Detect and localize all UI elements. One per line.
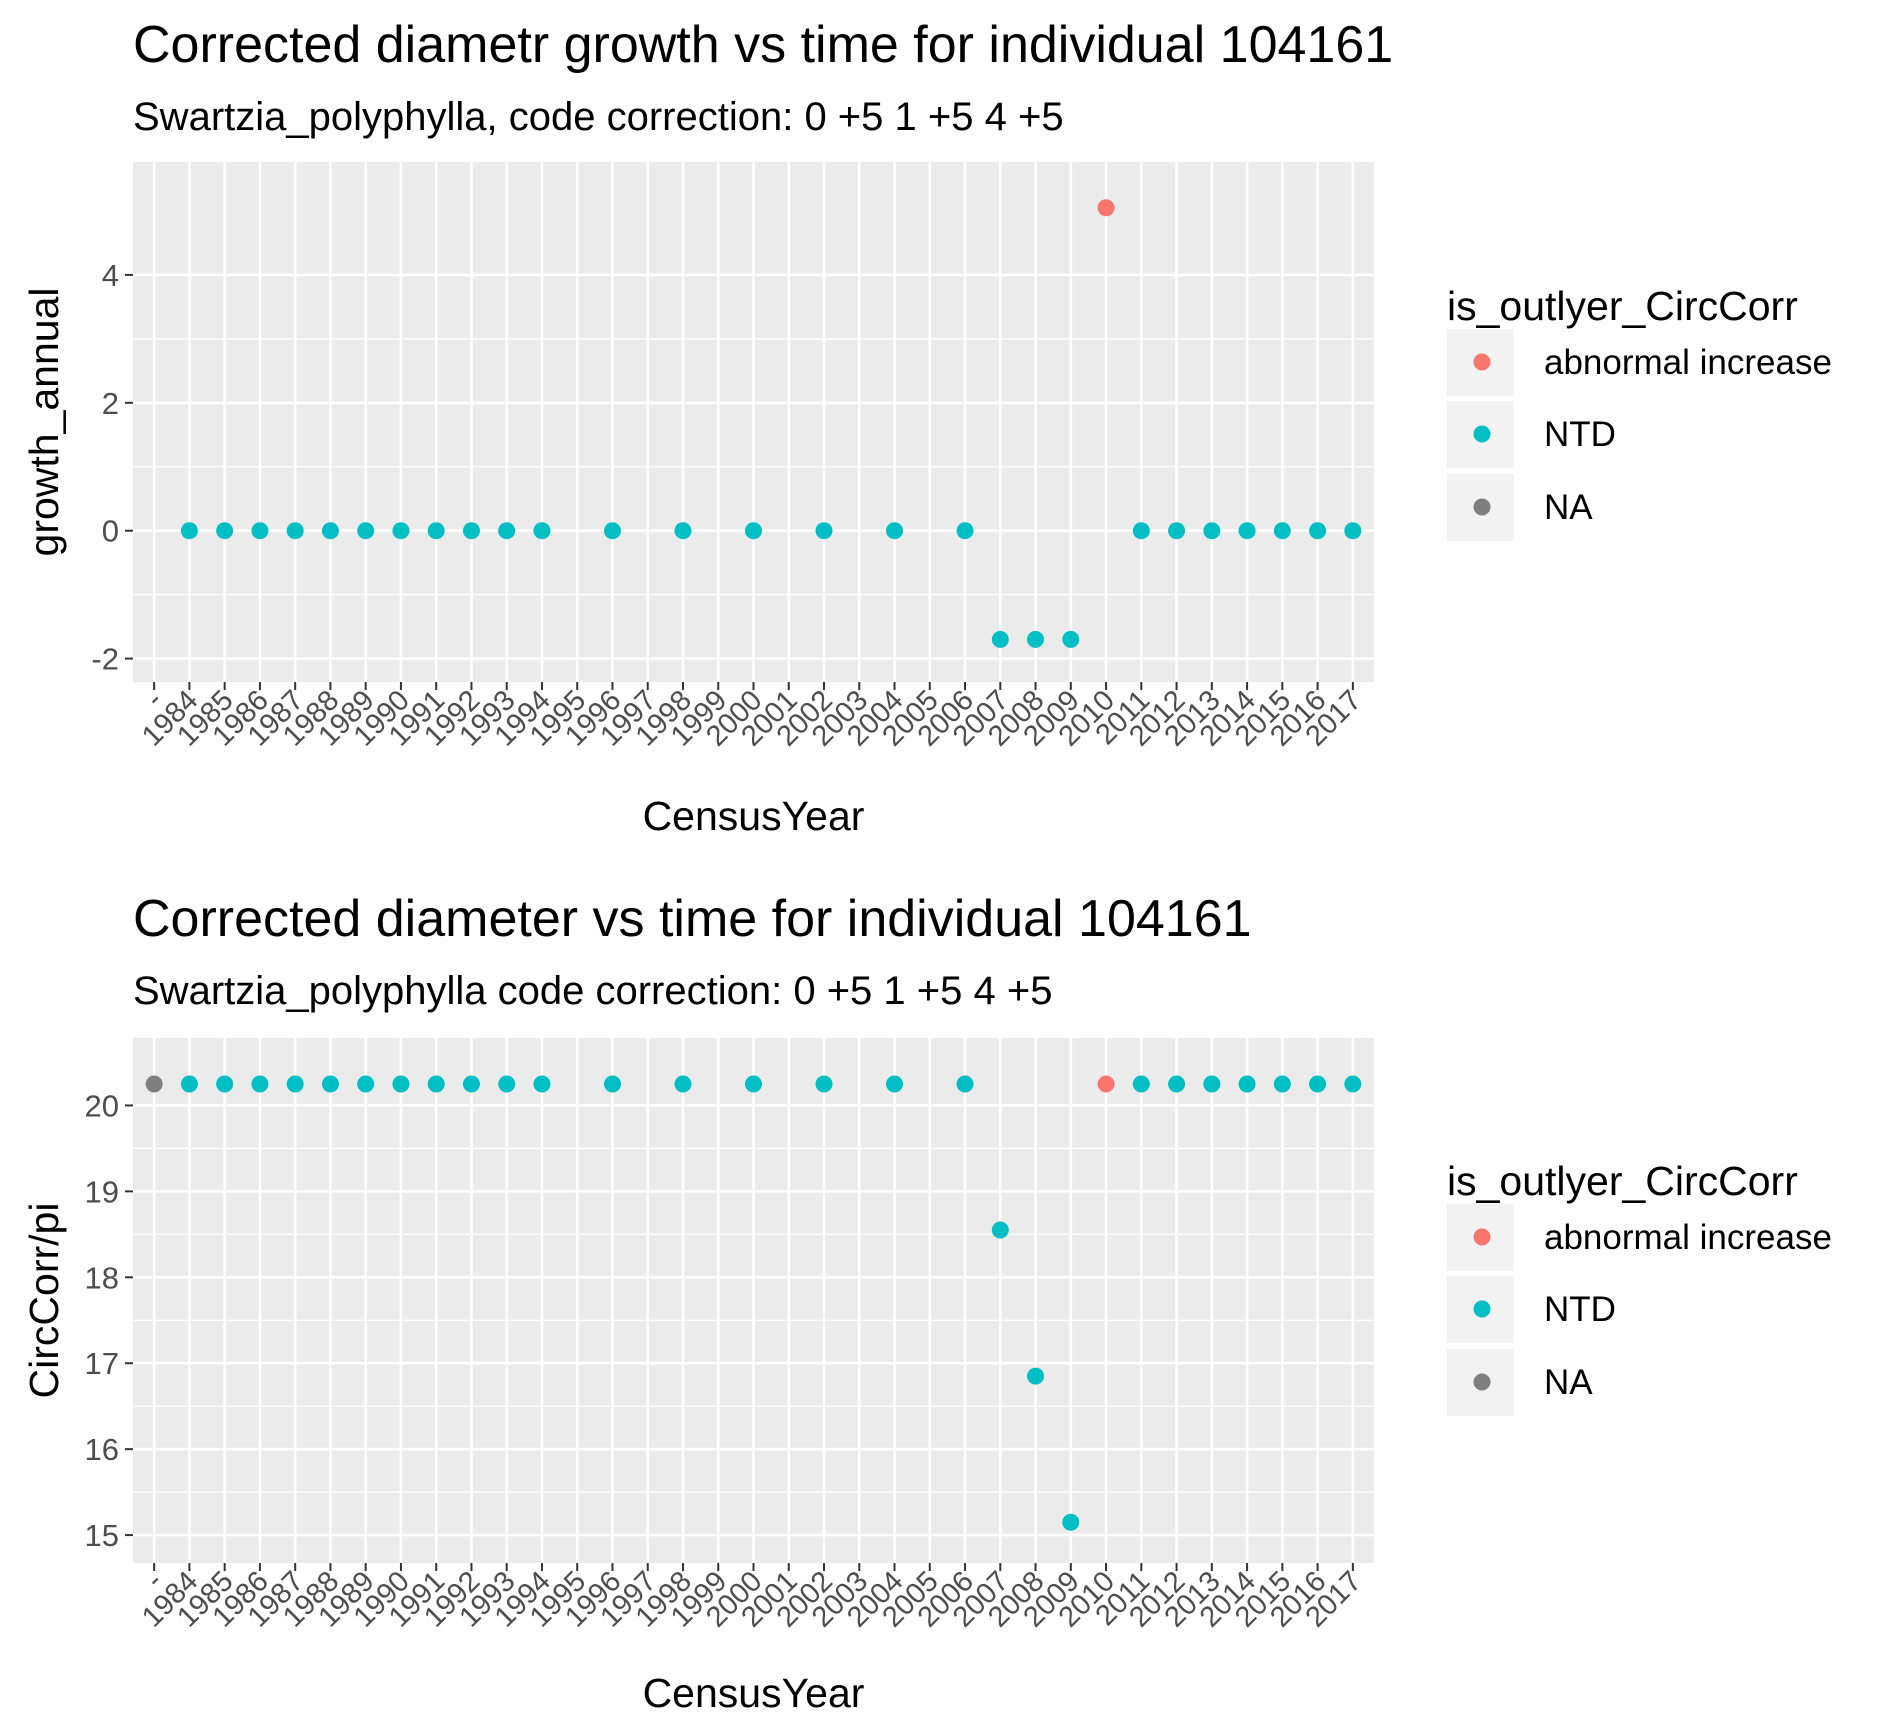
data-point (674, 522, 692, 540)
data-point (991, 1221, 1009, 1239)
data-point (674, 1075, 692, 1093)
data-point (1027, 630, 1045, 648)
data-point (1132, 1075, 1150, 1093)
data-point (1344, 522, 1362, 540)
data-point (180, 1075, 198, 1093)
data-point (1168, 522, 1186, 540)
data-point (216, 1075, 234, 1093)
y-tick-label: 4 (102, 258, 119, 293)
data-point (1344, 1075, 1362, 1093)
chart-title: Corrected diametr growth vs time for ind… (133, 16, 1393, 74)
data-point (1273, 522, 1291, 540)
y-tick-label: -2 (91, 642, 119, 677)
legend-title: is_outlyer_CircCorr (1447, 283, 1798, 329)
legend-label: abnormal increase (1544, 343, 1832, 382)
y-axis-title: growth_annual (21, 288, 67, 557)
data-point (815, 1075, 833, 1093)
data-point (392, 1075, 410, 1093)
data-point (321, 522, 339, 540)
data-point (357, 522, 375, 540)
data-point (956, 1075, 974, 1093)
data-point (1168, 1075, 1186, 1093)
data-point (321, 1075, 339, 1093)
data-point (1027, 1367, 1045, 1385)
y-tick-label: 17 (85, 1346, 119, 1381)
data-point (991, 630, 1009, 648)
legend-label: abnormal increase (1544, 1218, 1832, 1257)
data-point (603, 1075, 621, 1093)
legend-label: NTD (1544, 1290, 1616, 1329)
data-point (533, 1075, 551, 1093)
y-tick-label: 2 (102, 386, 119, 421)
legend-dot (1473, 498, 1491, 516)
y-tick-label: 15 (85, 1518, 119, 1553)
legend-dot (1473, 1373, 1491, 1391)
x-axis-title: CensusYear (643, 793, 865, 839)
legend-dot (1473, 1300, 1491, 1318)
legend-title: is_outlyer_CircCorr (1447, 1158, 1798, 1204)
data-point (498, 1075, 516, 1093)
data-point (145, 1075, 163, 1093)
data-point (392, 522, 410, 540)
data-point (1203, 522, 1221, 540)
data-point (427, 522, 445, 540)
data-point (1238, 1075, 1256, 1093)
legend-label: NA (1544, 1363, 1593, 1402)
legend-dot (1473, 425, 1491, 443)
x-axis-title: CensusYear (643, 1670, 865, 1716)
data-point (886, 522, 904, 540)
legend-dot (1473, 353, 1491, 371)
data-point (286, 1075, 304, 1093)
data-point (251, 1075, 269, 1093)
chart-subtitle: Swartzia_polyphylla, code correction: 0 … (133, 95, 1064, 139)
legend-label: NA (1544, 488, 1593, 527)
data-point (1132, 522, 1150, 540)
data-point (603, 522, 621, 540)
data-point (286, 522, 304, 540)
data-point (1097, 199, 1115, 217)
data-point (1309, 522, 1327, 540)
data-point (1238, 522, 1256, 540)
data-point (745, 1075, 762, 1093)
data-point (1062, 1513, 1080, 1531)
data-point (251, 522, 269, 540)
y-tick-label: 19 (85, 1174, 119, 1209)
y-tick-label: 0 (102, 514, 119, 549)
legend-label: NTD (1544, 415, 1616, 454)
data-point (815, 522, 833, 540)
y-axis-title: CircCorr/pi (21, 1203, 67, 1399)
data-point (462, 1075, 480, 1093)
data-point (498, 522, 516, 540)
chart-subtitle: Swartzia_polyphylla code correction: 0 +… (133, 969, 1052, 1013)
y-tick-label: 20 (85, 1088, 119, 1123)
data-point (886, 1075, 904, 1093)
data-point (533, 522, 551, 540)
data-point (1062, 630, 1080, 648)
data-point (1273, 1075, 1291, 1093)
y-tick-label: 16 (85, 1432, 119, 1467)
data-point (745, 522, 762, 540)
data-point (956, 522, 974, 540)
data-point (1097, 1075, 1115, 1093)
chart-title: Corrected diameter vs time for individua… (133, 890, 1252, 948)
data-point (216, 522, 234, 540)
y-tick-label: 18 (85, 1260, 119, 1295)
data-point (180, 522, 198, 540)
data-point (1309, 1075, 1327, 1093)
legend-dot (1473, 1228, 1491, 1246)
data-point (427, 1075, 445, 1093)
chart-1: Corrected diametr growth vs time for ind… (21, 16, 1832, 839)
data-point (1203, 1075, 1221, 1093)
data-point (357, 1075, 375, 1093)
chart-2: Corrected diameter vs time for individua… (21, 890, 1832, 1716)
data-point (462, 522, 480, 540)
